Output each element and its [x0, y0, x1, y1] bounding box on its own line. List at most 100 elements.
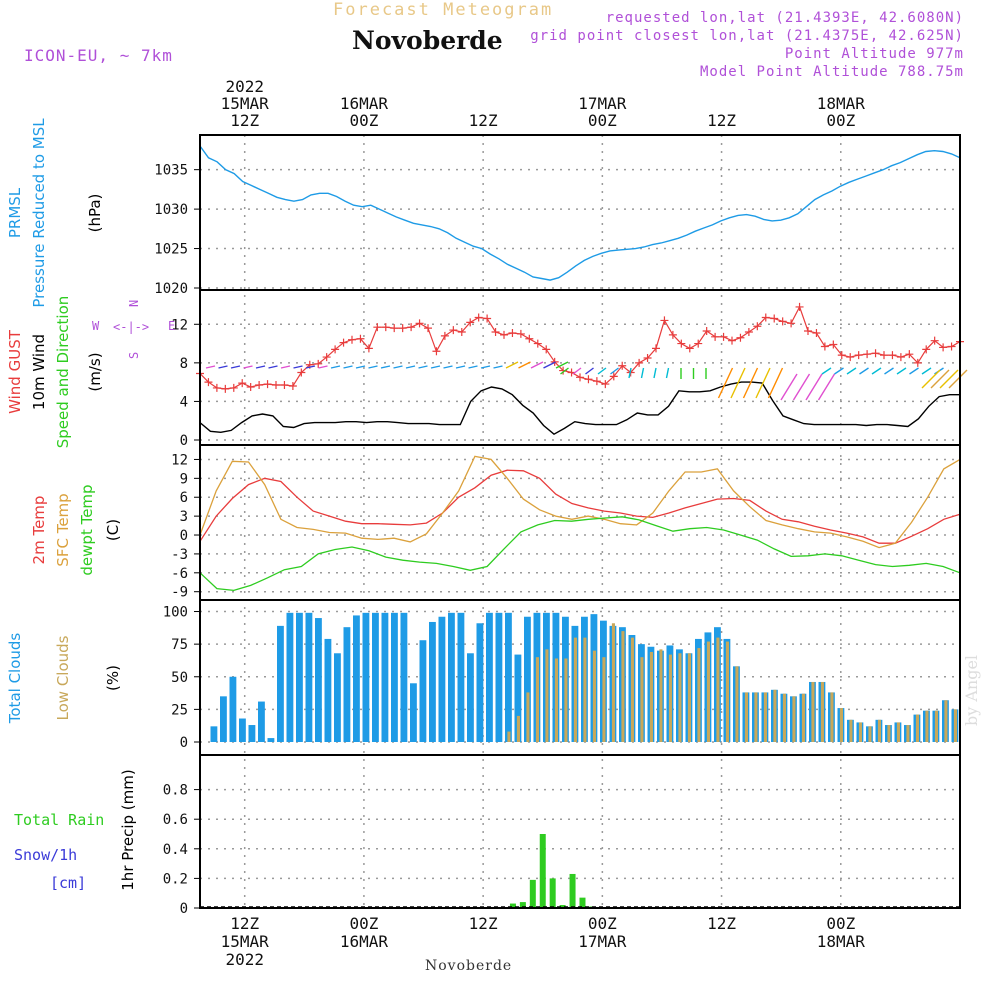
gust-marker	[761, 313, 770, 322]
clouds-tick-label: 100	[163, 605, 188, 621]
low-clouds-bar	[507, 731, 511, 742]
gust-marker	[736, 333, 745, 342]
top-time-label: 00Z	[826, 111, 855, 130]
gust-marker	[525, 334, 534, 343]
gust-marker	[837, 351, 846, 360]
wind-direction-arrow	[518, 361, 531, 369]
top-time-label: 15MAR	[221, 94, 270, 113]
wind-direction-arrow	[543, 361, 556, 369]
gust-marker	[398, 324, 407, 333]
wind-direction-arrow	[742, 367, 759, 399]
bottom-time-label: 2022	[225, 950, 264, 969]
bottom-time-label: 15MAR	[221, 932, 270, 951]
low-clouds-bar	[573, 637, 577, 742]
gust-marker	[204, 378, 213, 387]
low-clouds-bar	[668, 654, 672, 742]
wind-direction-arrow	[230, 365, 241, 369]
gust-marker	[424, 324, 432, 333]
wind-direction-arrow	[318, 365, 328, 369]
low-clouds-bar	[839, 708, 843, 742]
bottom-time-label: 00Z	[826, 914, 855, 933]
precip-unit: 1hr Precip (mm)	[119, 769, 137, 890]
low-clouds-bar	[906, 725, 910, 742]
rain-bar	[529, 879, 536, 908]
total-clouds-bar	[343, 627, 351, 742]
bottom-time-label: 17MAR	[578, 932, 627, 951]
gust-marker	[888, 351, 897, 360]
total-clouds-bar	[229, 676, 237, 742]
gust-marker	[601, 380, 610, 389]
gust-marker	[702, 327, 711, 336]
gust-marker	[407, 323, 416, 332]
top-time-label: 00Z	[588, 111, 617, 130]
gust-marker	[449, 326, 458, 335]
low-clouds-bar	[630, 637, 634, 742]
low-clouds-bar	[602, 657, 606, 742]
total-clouds-bar	[381, 612, 389, 742]
low-clouds-bar	[659, 649, 663, 742]
wind-direction-arrow	[243, 365, 253, 369]
gridpoint-coords: grid point closest lon,lat (21.4375E, 42…	[530, 28, 964, 44]
precip-label-cm: [cm]	[50, 874, 86, 892]
gust-marker	[913, 358, 922, 367]
precip-tick-label: 0.6	[163, 812, 188, 828]
gust-marker	[896, 353, 905, 362]
top-time-label: 16MAR	[340, 94, 389, 113]
location-title: Novoberde	[352, 26, 503, 55]
gust-marker	[390, 324, 399, 333]
total-clouds-bar	[239, 718, 246, 742]
wind-direction-arrow	[821, 367, 832, 375]
total-clouds-bar	[220, 696, 227, 742]
wind-direction-arrow	[896, 367, 907, 375]
gust-marker	[770, 314, 779, 323]
wind-label-speed: 10m Wind	[30, 334, 48, 410]
wind-direction-arrow	[480, 365, 491, 369]
wind-tick-label: 8	[180, 356, 188, 372]
wind-direction-arrow	[530, 361, 544, 369]
clouds-tick-label: 25	[171, 702, 188, 718]
low-clouds-bar	[640, 657, 644, 742]
gust-marker	[533, 339, 542, 348]
gust-marker	[584, 375, 593, 384]
wind-label-gust: Wind GUST	[6, 329, 24, 414]
rain-bar	[509, 903, 516, 908]
gust-marker	[483, 314, 492, 323]
gust-marker	[778, 317, 787, 326]
low-clouds-bar	[554, 658, 558, 742]
wind-direction-arrow	[610, 367, 619, 375]
compass-west: W	[92, 319, 100, 333]
total-clouds-bar	[286, 612, 294, 742]
gust-marker	[947, 342, 956, 351]
gust-marker	[753, 322, 762, 331]
temperature-tick-label: 6	[180, 490, 188, 506]
precip-tick-label: 0.2	[163, 871, 188, 887]
low-clouds-bar	[687, 653, 691, 742]
panel-frame-pressure	[199, 134, 961, 291]
low-clouds-bar	[649, 651, 653, 742]
temp-label-2m: 2m Temp	[30, 496, 48, 565]
low-clouds-bar	[735, 666, 739, 742]
gust-marker	[812, 328, 821, 337]
gust-marker	[415, 319, 424, 328]
total-clouds-bar	[524, 616, 531, 742]
gust-marker	[466, 318, 475, 327]
bottom-time-label: 12Z	[230, 914, 259, 933]
gust-marker	[339, 338, 348, 347]
total-clouds-bar	[391, 612, 398, 742]
gust-marker	[381, 323, 390, 332]
wind-direction-arrow	[268, 365, 278, 369]
rain-bar	[579, 897, 586, 908]
wind-direction-arrow	[218, 365, 228, 369]
total-clouds-bar	[495, 612, 503, 742]
temperature-tick-label: -3	[171, 547, 188, 563]
model-point-altitude: Model Point Altitude 788.75m	[699, 64, 964, 80]
wind-direction-arrow	[555, 361, 569, 369]
total-clouds-bar	[438, 616, 446, 742]
low-clouds-bar	[754, 692, 758, 742]
low-clouds-bar	[811, 681, 815, 742]
rain-bar	[569, 873, 576, 908]
wind-direction-arrow	[909, 367, 919, 375]
wind-direction-arrow	[846, 367, 857, 375]
wind-direction-arrow	[884, 367, 894, 375]
low-clouds-bar	[858, 722, 862, 742]
